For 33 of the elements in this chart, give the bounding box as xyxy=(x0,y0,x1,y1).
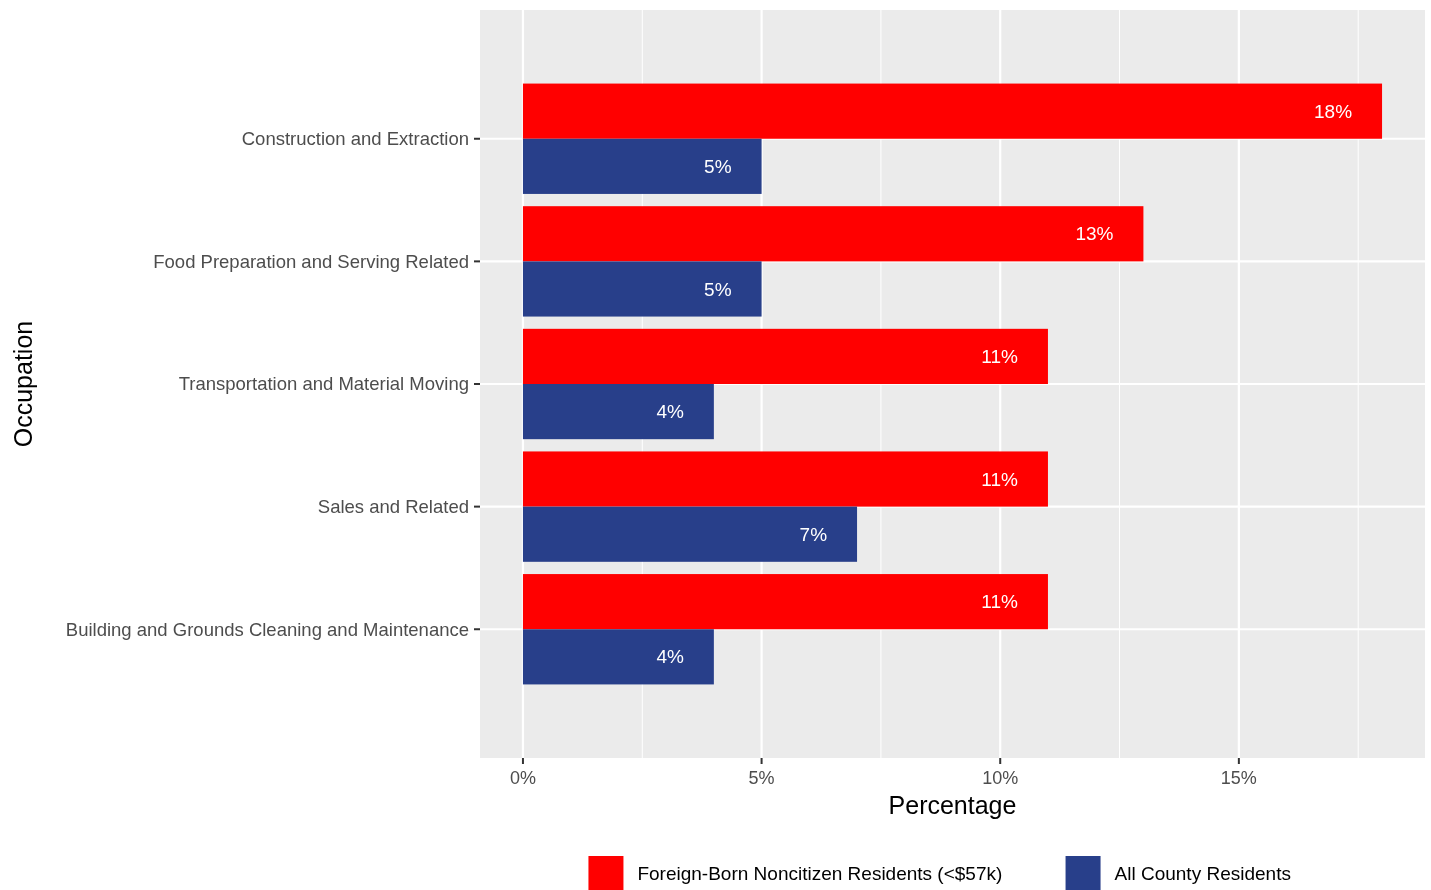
y-axis-title: Occupation xyxy=(9,320,37,448)
bar xyxy=(522,629,714,685)
y-tick-label: Food Preparation and Serving Related xyxy=(153,250,469,272)
bar xyxy=(522,384,714,440)
legend-label: All County Residents xyxy=(1114,863,1291,885)
y-tick-label: Building and Grounds Cleaning and Maintenance xyxy=(65,618,469,640)
bar xyxy=(522,574,1048,630)
data-label: 13% xyxy=(1075,223,1114,245)
x-tick-label: 0% xyxy=(509,768,536,788)
bar xyxy=(522,138,762,194)
data-label: 18% xyxy=(1314,100,1353,122)
data-label: 11% xyxy=(981,591,1019,613)
y-tick-label: Sales and Related xyxy=(317,496,469,518)
x-axis-title: Percentage xyxy=(888,791,1017,819)
x-tick-label: 5% xyxy=(748,768,775,788)
bar xyxy=(522,261,762,317)
y-tick-label: Construction and Extraction xyxy=(241,128,469,150)
x-tick-label: 15% xyxy=(1220,768,1257,788)
y-tick-label: Transportation and Material Moving xyxy=(178,373,469,395)
x-tick-label: 10% xyxy=(982,768,1019,788)
data-label: 5% xyxy=(704,278,732,300)
data-label: 7% xyxy=(799,523,828,545)
legend-label: Foreign-Born Noncitizen Residents (<$57k) xyxy=(637,863,1003,885)
bar xyxy=(522,506,858,562)
bar xyxy=(522,206,1144,262)
data-label: 11% xyxy=(981,346,1019,368)
bar xyxy=(522,451,1048,507)
data-label: 11% xyxy=(981,468,1019,490)
bar xyxy=(522,83,1383,139)
data-label: 4% xyxy=(656,646,684,668)
data-label: 4% xyxy=(656,401,684,423)
bar xyxy=(522,328,1048,384)
data-label: 5% xyxy=(704,155,732,177)
